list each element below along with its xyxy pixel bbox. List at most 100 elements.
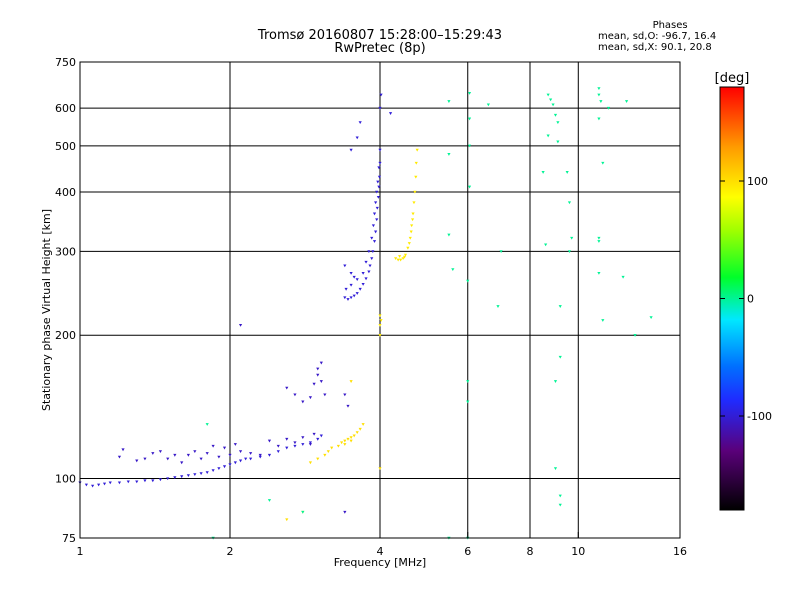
data-point [285,446,289,450]
data-point [117,481,122,485]
data-point [258,453,262,457]
y-axis-ticks: 75 100 200 300 400 500 600 750 [55,56,76,545]
data-point [367,250,371,254]
data-point [466,279,470,283]
data-point [377,185,381,189]
data-point [135,459,139,463]
phase-stats-title: Phases [652,20,688,31]
data-point [388,112,393,115]
data-point [597,93,601,97]
data-point [108,481,112,485]
data-point [166,457,170,461]
phase-stats-o: mean, sd,O: -96.7, 16.4 [598,31,717,42]
data-point [336,444,340,448]
data-point [193,473,197,477]
data-point [378,161,382,165]
data-point [364,277,368,281]
data-point [323,453,327,457]
data-point [606,106,611,110]
data-point [349,296,353,300]
data-point [558,503,562,507]
data-point [597,87,601,91]
data-point [267,453,272,457]
data-point [316,437,320,441]
data-point [276,450,280,454]
data-point [173,476,177,480]
data-point [467,91,472,95]
data-point [558,355,562,359]
data-point [407,242,411,245]
data-point [367,270,371,274]
data-point [228,453,232,457]
x-tick-label: 8 [527,545,534,558]
data-point [379,93,383,97]
data-point [205,471,209,475]
data-point [361,423,365,426]
data-point [414,161,418,165]
data-point [312,382,316,386]
data-point [415,148,419,152]
x-axis-ticks: 1 2 4 6 8 10 16 [77,532,687,558]
data-point [447,233,451,237]
data-point [343,439,347,443]
data-point [301,436,305,440]
data-point [244,457,248,461]
data-point [633,334,637,337]
data-point [180,475,184,479]
phase-colorbar: [deg] 100 0 -100 [715,71,772,511]
data-point [411,212,415,216]
data-point [553,113,558,117]
data-point [409,230,413,234]
y-tick-label: 500 [55,140,76,153]
data-point [121,448,125,452]
data-point [399,258,403,262]
data-point [358,121,362,124]
data-point [340,441,344,445]
data-point [403,253,408,257]
y-tick-label: 300 [55,245,76,258]
data-point [217,455,221,459]
data-point [301,400,305,404]
chart-subtitle: RwPretec (8p) [334,41,426,56]
data-point [378,314,382,318]
data-point [467,144,472,148]
data-point [102,482,107,486]
data-point [217,467,221,471]
data-point [323,393,327,397]
data-point [361,283,365,286]
data-point [151,479,155,483]
grid-lines [80,62,680,538]
data-point [375,218,379,222]
colorbar-tick-label: 0 [747,293,754,306]
data-point [451,268,455,272]
data-point [258,455,262,459]
data-point [97,483,101,487]
data-point [379,319,383,322]
data-point [193,450,197,454]
y-tick-label: 400 [55,186,76,199]
data-point [413,190,417,194]
x-tick-label: 1 [77,545,84,558]
data-point [378,106,382,110]
data-point [91,484,95,488]
data-point [349,283,353,287]
data-point [466,380,470,383]
data-point [308,461,313,465]
data-point [599,100,603,103]
y-tick-label: 750 [55,56,76,69]
phase-stats: Phases mean, sd,O: -96.7, 16.4 mean, sd,… [598,20,716,53]
data-point [414,175,418,179]
data-point [447,100,451,103]
data-point [412,201,416,205]
data-point [285,518,289,522]
data-point [343,264,347,268]
data-point [293,393,297,397]
colorbar-label: [deg] [715,71,750,86]
y-tick-label: 100 [55,473,76,486]
data-point [346,437,350,441]
data-point [649,316,653,320]
data-point [565,171,569,174]
x-tick-label: 6 [464,545,471,558]
data-points [78,87,653,540]
